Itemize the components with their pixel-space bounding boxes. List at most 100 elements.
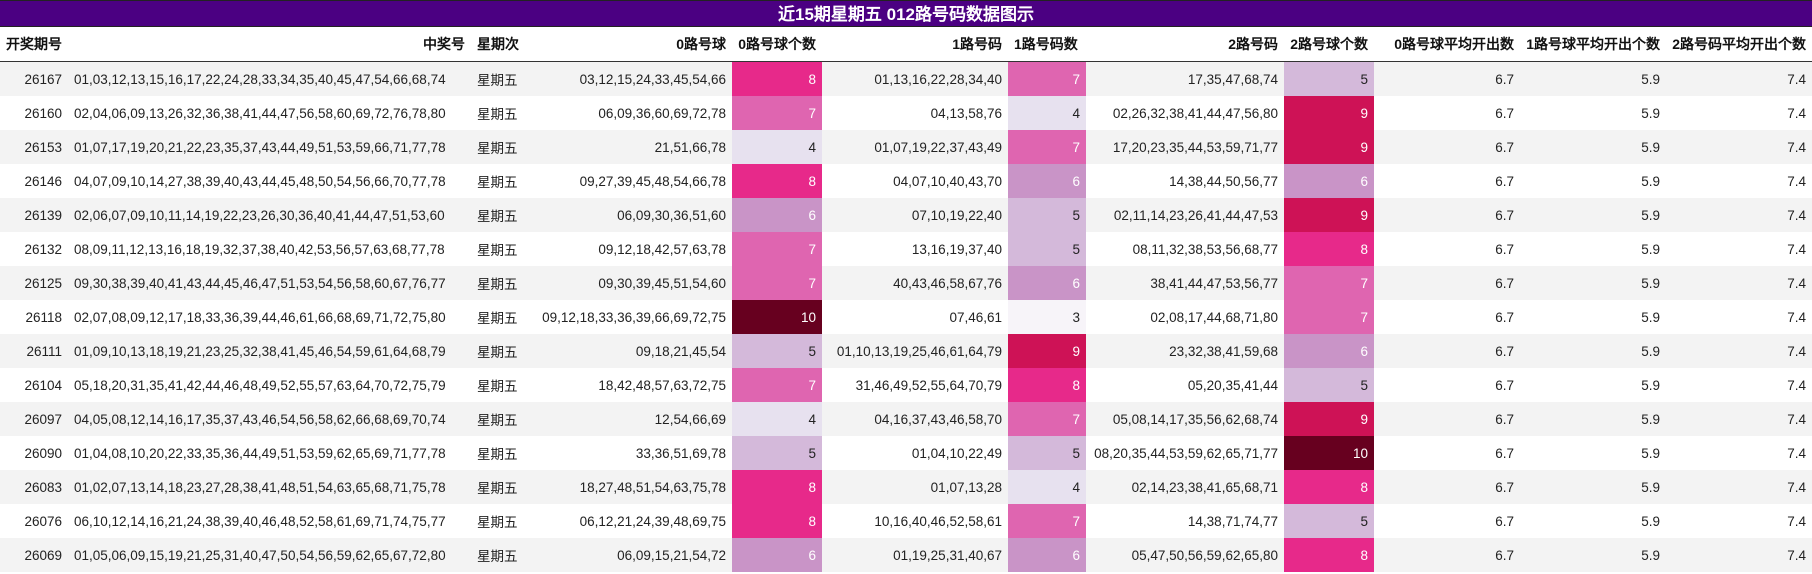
header-cell: 1路号码数 bbox=[1008, 27, 1086, 62]
route0-count-cell: 8 bbox=[732, 164, 822, 198]
route2-numbers-cell: 02,08,17,44,68,71,80 bbox=[1086, 300, 1284, 334]
weekday-cell: 星期五 bbox=[471, 402, 528, 436]
period-cell: 26069 bbox=[0, 538, 68, 572]
table-row: 26083 01,02,07,13,14,18,23,27,28,38,41,48… bbox=[0, 470, 1812, 504]
route0-numbers-cell: 09,18,21,45,54 bbox=[528, 334, 732, 368]
winning-numbers-cell: 01,02,07,13,14,18,23,27,28,38,41,48,51,5… bbox=[68, 470, 471, 504]
route1-numbers-cell: 40,43,46,58,67,76 bbox=[822, 266, 1008, 300]
route2-avg-cell: 7.4 bbox=[1666, 470, 1812, 504]
route2-count-cell: 9 bbox=[1284, 402, 1374, 436]
route2-numbers-cell: 23,32,38,41,59,68 bbox=[1086, 334, 1284, 368]
weekday-cell: 星期五 bbox=[471, 368, 528, 402]
route0-avg-cell: 6.7 bbox=[1374, 96, 1520, 130]
winning-numbers-cell: 09,30,38,39,40,41,43,44,45,46,47,51,53,5… bbox=[68, 266, 471, 300]
route2-avg-cell: 7.4 bbox=[1666, 96, 1812, 130]
table-row: 26160 02,04,06,09,13,26,32,36,38,41,44,47… bbox=[0, 96, 1812, 130]
period-cell: 26146 bbox=[0, 164, 68, 198]
route2-numbers-cell: 17,20,23,35,44,53,59,71,77 bbox=[1086, 130, 1284, 164]
route1-numbers-cell: 01,10,13,19,25,46,61,64,79 bbox=[822, 334, 1008, 368]
period-cell: 26083 bbox=[0, 470, 68, 504]
header-cell: 2路号码 bbox=[1086, 27, 1284, 62]
route1-numbers-cell: 01,04,10,22,49 bbox=[822, 436, 1008, 470]
route1-count-cell: 7 bbox=[1008, 504, 1086, 538]
route0-avg-cell: 6.7 bbox=[1374, 300, 1520, 334]
route1-avg-cell: 5.9 bbox=[1520, 130, 1666, 164]
header-cell: 1路号球平均开出个数 bbox=[1520, 27, 1666, 62]
route2-numbers-cell: 38,41,44,47,53,56,77 bbox=[1086, 266, 1284, 300]
weekday-cell: 星期五 bbox=[471, 198, 528, 232]
route2-numbers-cell: 05,08,14,17,35,56,62,68,74 bbox=[1086, 402, 1284, 436]
route0-count-cell: 7 bbox=[732, 96, 822, 130]
route1-numbers-cell: 04,16,37,43,46,58,70 bbox=[822, 402, 1008, 436]
weekday-cell: 星期五 bbox=[471, 538, 528, 572]
route1-avg-cell: 5.9 bbox=[1520, 436, 1666, 470]
route1-numbers-cell: 01,07,19,22,37,43,49 bbox=[822, 130, 1008, 164]
weekday-cell: 星期五 bbox=[471, 470, 528, 504]
table-row: 26090 01,04,08,10,20,22,33,35,36,44,49,51… bbox=[0, 436, 1812, 470]
route1-numbers-cell: 07,46,61 bbox=[822, 300, 1008, 334]
route2-avg-cell: 7.4 bbox=[1666, 436, 1812, 470]
route0-count-cell: 5 bbox=[732, 334, 822, 368]
table-row: 26111 01,09,10,13,18,19,21,23,25,32,38,41… bbox=[0, 334, 1812, 368]
weekday-cell: 星期五 bbox=[471, 436, 528, 470]
route2-count-cell: 8 bbox=[1284, 232, 1374, 266]
route2-avg-cell: 7.4 bbox=[1666, 164, 1812, 198]
route0-avg-cell: 6.7 bbox=[1374, 164, 1520, 198]
route1-avg-cell: 5.9 bbox=[1520, 266, 1666, 300]
route1-avg-cell: 5.9 bbox=[1520, 538, 1666, 572]
period-cell: 26125 bbox=[0, 266, 68, 300]
route0-numbers-cell: 12,54,66,69 bbox=[528, 402, 732, 436]
winning-numbers-cell: 01,07,17,19,20,21,22,23,35,37,43,44,49,5… bbox=[68, 130, 471, 164]
table-row: 26118 02,07,08,09,12,17,18,33,36,39,44,46… bbox=[0, 300, 1812, 334]
route1-count-cell: 4 bbox=[1008, 470, 1086, 504]
route0-count-cell: 10 bbox=[732, 300, 822, 334]
weekday-cell: 星期五 bbox=[471, 61, 528, 96]
route2-avg-cell: 7.4 bbox=[1666, 61, 1812, 96]
route1-numbers-cell: 01,19,25,31,40,67 bbox=[822, 538, 1008, 572]
route0-count-cell: 6 bbox=[732, 538, 822, 572]
route1-count-cell: 8 bbox=[1008, 368, 1086, 402]
route2-count-cell: 10 bbox=[1284, 436, 1374, 470]
table-row: 26076 06,10,12,14,16,21,24,38,39,40,46,48… bbox=[0, 504, 1812, 538]
route0-avg-cell: 6.7 bbox=[1374, 266, 1520, 300]
period-cell: 26111 bbox=[0, 334, 68, 368]
chart-title: 近15期星期五 012路号码数据图示 bbox=[0, 0, 1812, 27]
route1-numbers-cell: 04,07,10,40,43,70 bbox=[822, 164, 1008, 198]
route0-avg-cell: 6.7 bbox=[1374, 130, 1520, 164]
winning-numbers-cell: 01,05,06,09,15,19,21,25,31,40,47,50,54,5… bbox=[68, 538, 471, 572]
period-cell: 26160 bbox=[0, 96, 68, 130]
route1-numbers-cell: 04,13,58,76 bbox=[822, 96, 1008, 130]
route1-count-cell: 5 bbox=[1008, 232, 1086, 266]
route1-avg-cell: 5.9 bbox=[1520, 470, 1666, 504]
weekday-cell: 星期五 bbox=[471, 334, 528, 368]
route1-count-cell: 6 bbox=[1008, 266, 1086, 300]
route2-avg-cell: 7.4 bbox=[1666, 538, 1812, 572]
winning-numbers-cell: 05,18,20,31,35,41,42,44,46,48,49,52,55,5… bbox=[68, 368, 471, 402]
table-row: 26097 04,05,08,12,14,16,17,35,37,43,46,54… bbox=[0, 402, 1812, 436]
route2-count-cell: 7 bbox=[1284, 300, 1374, 334]
route1-numbers-cell: 07,10,19,22,40 bbox=[822, 198, 1008, 232]
route1-numbers-cell: 13,16,19,37,40 bbox=[822, 232, 1008, 266]
route0-numbers-cell: 18,42,48,57,63,72,75 bbox=[528, 368, 732, 402]
route0-avg-cell: 6.7 bbox=[1374, 232, 1520, 266]
route0-numbers-cell: 09,30,39,45,51,54,60 bbox=[528, 266, 732, 300]
route1-count-cell: 6 bbox=[1008, 538, 1086, 572]
route0-numbers-cell: 06,09,15,21,54,72 bbox=[528, 538, 732, 572]
route1-avg-cell: 5.9 bbox=[1520, 232, 1666, 266]
route0-count-cell: 7 bbox=[732, 232, 822, 266]
table-row: 26125 09,30,38,39,40,41,43,44,45,46,47,51… bbox=[0, 266, 1812, 300]
route1-count-cell: 3 bbox=[1008, 300, 1086, 334]
data-table: 开奖期号 中奖号 星期次 0路号球 0路号球个数 1路号码 1路号码数 2路号码… bbox=[0, 27, 1812, 572]
route0-avg-cell: 6.7 bbox=[1374, 61, 1520, 96]
route0-count-cell: 4 bbox=[732, 130, 822, 164]
route0-numbers-cell: 21,51,66,78 bbox=[528, 130, 732, 164]
table-body: 26167 01,03,12,13,15,16,17,22,24,28,33,34… bbox=[0, 61, 1812, 572]
route2-count-cell: 6 bbox=[1284, 164, 1374, 198]
table-row: 26069 01,05,06,09,15,19,21,25,31,40,47,50… bbox=[0, 538, 1812, 572]
weekday-cell: 星期五 bbox=[471, 96, 528, 130]
route2-count-cell: 8 bbox=[1284, 538, 1374, 572]
route1-count-cell: 9 bbox=[1008, 334, 1086, 368]
route0-count-cell: 7 bbox=[732, 368, 822, 402]
route1-count-cell: 7 bbox=[1008, 402, 1086, 436]
period-cell: 26090 bbox=[0, 436, 68, 470]
